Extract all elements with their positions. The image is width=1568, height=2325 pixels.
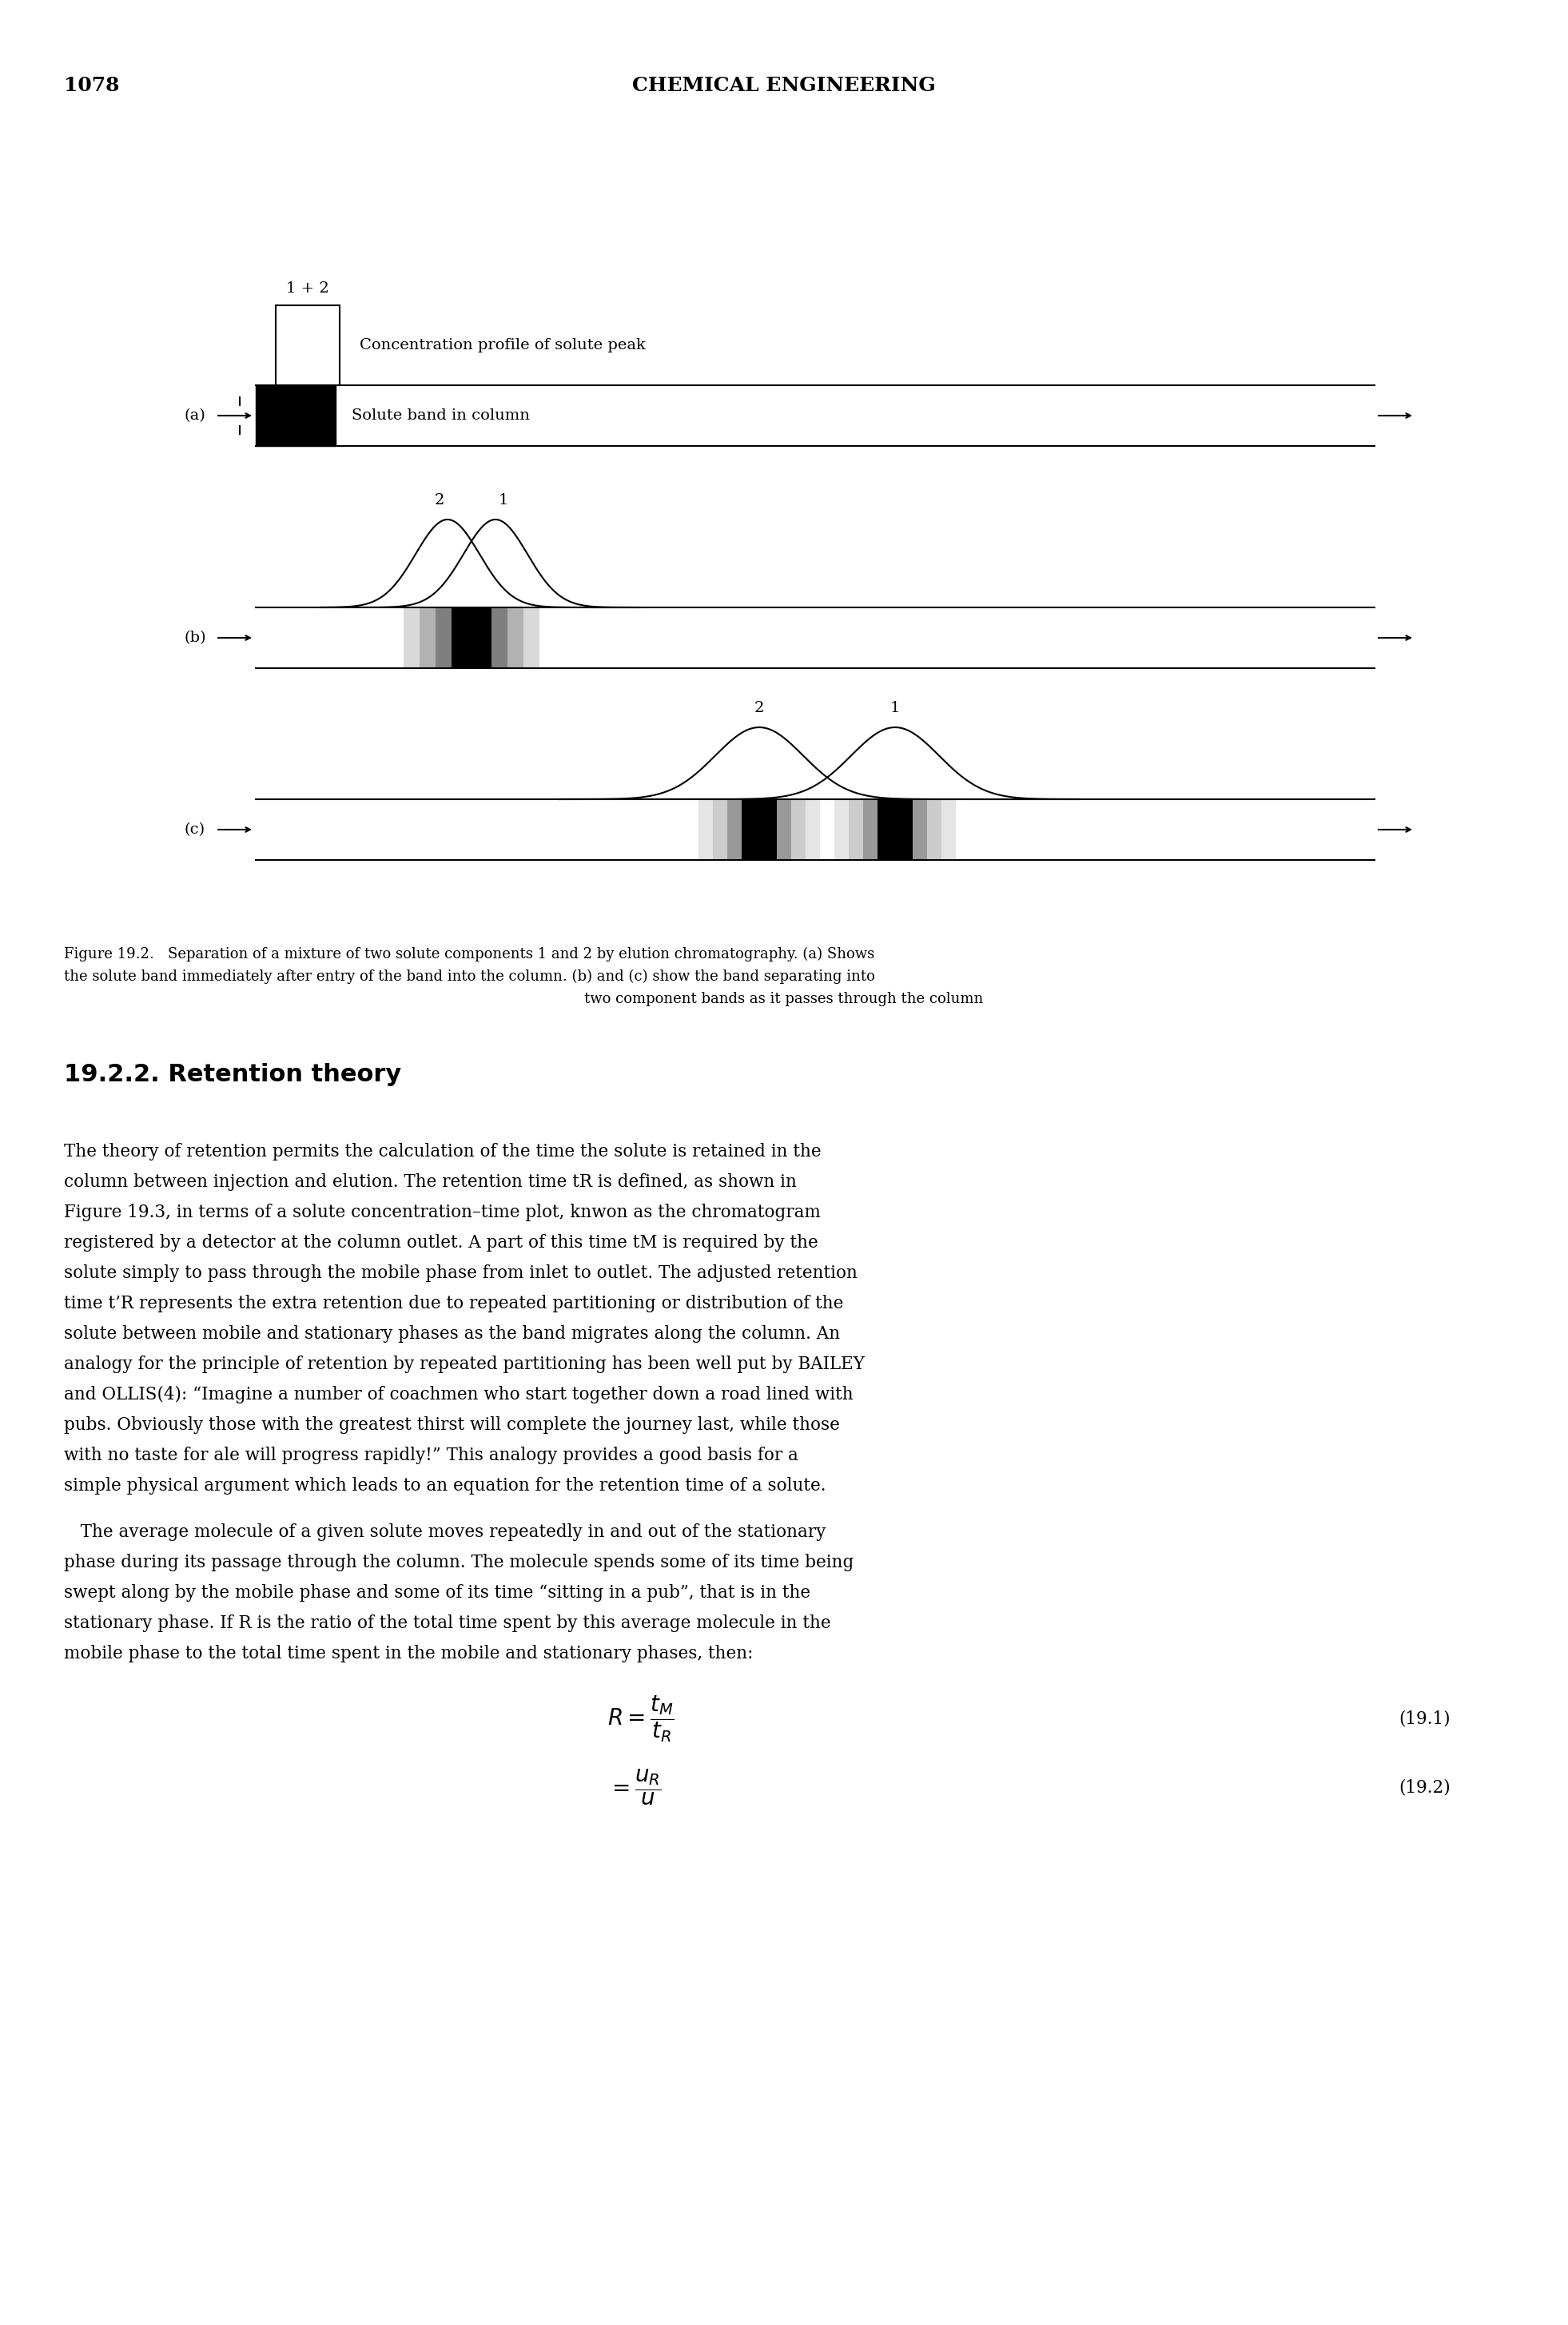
Polygon shape: [698, 800, 713, 860]
Text: 1: 1: [891, 700, 900, 716]
Text: Figure 19.2.   Separation of a mixture of two solute components 1 and 2 by eluti: Figure 19.2. Separation of a mixture of …: [64, 946, 875, 963]
Polygon shape: [878, 800, 913, 860]
Polygon shape: [256, 386, 336, 446]
Polygon shape: [742, 800, 776, 860]
Text: solute simply to pass through the mobile phase from inlet to outlet. The adjuste: solute simply to pass through the mobile…: [64, 1265, 858, 1281]
Text: $= \dfrac{u_R}{u}$: $= \dfrac{u_R}{u}$: [607, 1767, 662, 1807]
Text: pubs. Obviously those with the greatest thirst will complete the journey last, w: pubs. Obviously those with the greatest …: [64, 1416, 840, 1435]
Text: with no taste for ale will progress rapidly!” This analogy provides a good basis: with no taste for ale will progress rapi…: [64, 1446, 798, 1465]
Text: 1: 1: [499, 493, 508, 507]
Polygon shape: [452, 607, 491, 667]
Text: (19.1): (19.1): [1399, 1711, 1450, 1727]
Text: $R = \dfrac{t_M}{t_R}$: $R = \dfrac{t_M}{t_R}$: [607, 1695, 674, 1744]
Polygon shape: [834, 800, 848, 860]
Polygon shape: [862, 800, 878, 860]
Text: solute between mobile and stationary phases as the band migrates along the colum: solute between mobile and stationary pha…: [64, 1325, 840, 1344]
Polygon shape: [403, 607, 420, 667]
Text: registered by a detector at the column outlet. A part of this time tM is require: registered by a detector at the column o…: [64, 1235, 818, 1251]
Text: the solute band immediately after entry of the band into the column. (b) and (c): the solute band immediately after entry …: [64, 970, 875, 983]
Polygon shape: [806, 800, 820, 860]
Polygon shape: [436, 607, 452, 667]
Polygon shape: [728, 800, 742, 860]
Polygon shape: [941, 800, 956, 860]
Text: and OLLIS(4): “Imagine a number of coachmen who start together down a road lined: and OLLIS(4): “Imagine a number of coach…: [64, 1386, 853, 1404]
Polygon shape: [927, 800, 941, 860]
Text: 1 + 2: 1 + 2: [287, 281, 329, 295]
Text: The theory of retention permits the calculation of the time the solute is retain: The theory of retention permits the calc…: [64, 1144, 822, 1160]
Polygon shape: [792, 800, 806, 860]
Text: analogy for the principle of retention by repeated partitioning has been well pu: analogy for the principle of retention b…: [64, 1355, 864, 1374]
Polygon shape: [776, 800, 792, 860]
Text: 1078: 1078: [64, 77, 119, 95]
Text: 2: 2: [434, 493, 444, 507]
Text: mobile phase to the total time spent in the mobile and stationary phases, then:: mobile phase to the total time spent in …: [64, 1644, 753, 1662]
Polygon shape: [524, 607, 539, 667]
Text: (19.2): (19.2): [1399, 1779, 1450, 1795]
Text: 2: 2: [754, 700, 764, 716]
Polygon shape: [713, 800, 728, 860]
Text: Solute band in column: Solute band in column: [351, 409, 530, 423]
Text: CHEMICAL ENGINEERING: CHEMICAL ENGINEERING: [632, 77, 936, 95]
Text: stationary phase. If R is the ratio of the total time spent by this average mole: stationary phase. If R is the ratio of t…: [64, 1614, 831, 1632]
Text: (b): (b): [183, 630, 205, 644]
Polygon shape: [848, 800, 862, 860]
Text: column between injection and elution. The retention time tR is defined, as shown: column between injection and elution. Th…: [64, 1174, 797, 1190]
Text: (a): (a): [183, 409, 205, 423]
Polygon shape: [420, 607, 436, 667]
Polygon shape: [491, 607, 508, 667]
Text: phase during its passage through the column. The molecule spends some of its tim: phase during its passage through the col…: [64, 1553, 855, 1572]
Text: time t’R represents the extra retention due to repeated partitioning or distribu: time t’R represents the extra retention …: [64, 1295, 844, 1311]
Text: The average molecule of a given solute moves repeatedly in and out of the statio: The average molecule of a given solute m…: [64, 1523, 826, 1541]
Text: Figure 19.3, in terms of a solute concentration–time plot, knwon as the chromato: Figure 19.3, in terms of a solute concen…: [64, 1204, 820, 1221]
Text: simple physical argument which leads to an equation for the retention time of a : simple physical argument which leads to …: [64, 1476, 826, 1495]
Text: Concentration profile of solute peak: Concentration profile of solute peak: [359, 337, 646, 353]
Polygon shape: [913, 800, 927, 860]
Text: two component bands as it passes through the column: two component bands as it passes through…: [585, 993, 983, 1007]
Polygon shape: [508, 607, 524, 667]
Text: swept along by the mobile phase and some of its time “sitting in a pub”, that is: swept along by the mobile phase and some…: [64, 1583, 811, 1602]
Text: (c): (c): [183, 823, 205, 837]
Text: 19.2.2. Retention theory: 19.2.2. Retention theory: [64, 1063, 401, 1086]
